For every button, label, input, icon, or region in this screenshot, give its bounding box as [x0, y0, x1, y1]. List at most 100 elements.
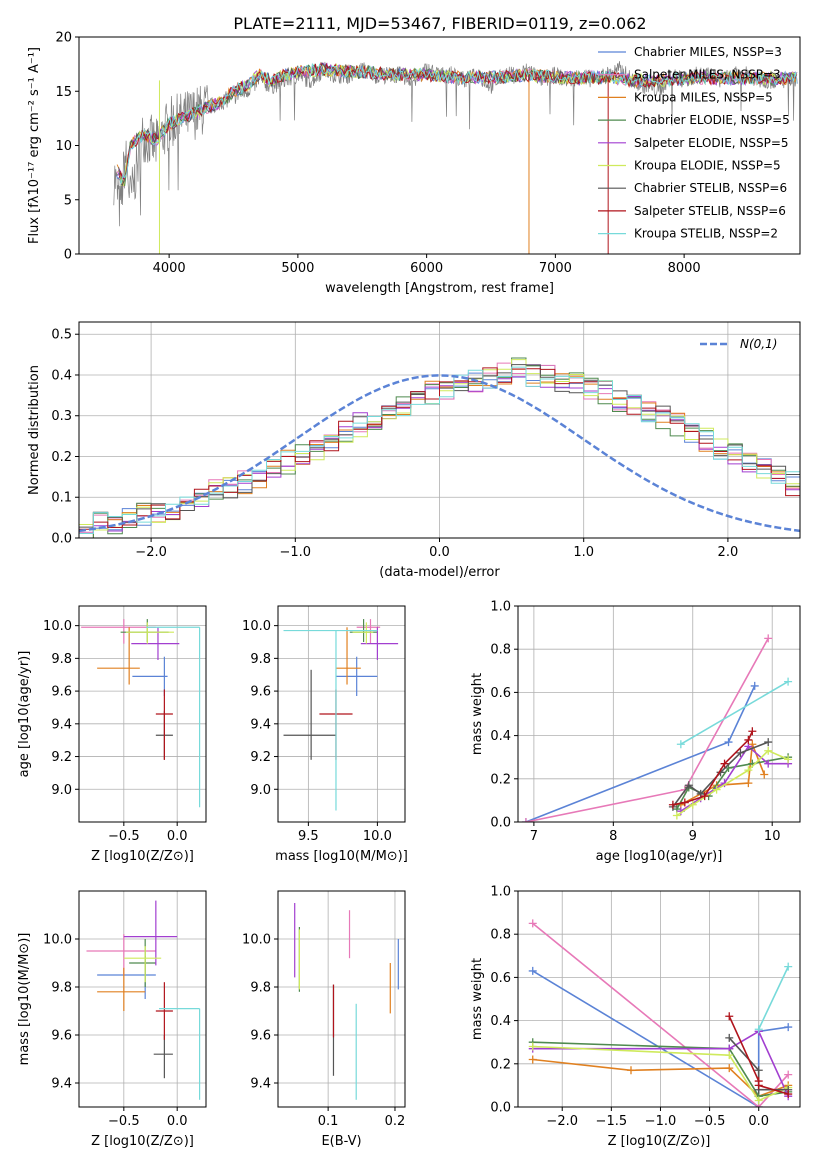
- weight-marker: [760, 770, 769, 779]
- x-tick-label: −1.5: [596, 1114, 628, 1129]
- weight-marker: [712, 785, 721, 794]
- y-tick-label: 0.6: [490, 971, 511, 986]
- x-tick-label: −0.5: [108, 829, 140, 844]
- weight-marker: [736, 748, 745, 757]
- weight-marker: [724, 738, 733, 747]
- y-tick-label: 9.2: [51, 750, 72, 765]
- weight-line-3: [676, 756, 789, 810]
- errorbar-point: [123, 946, 162, 983]
- hist-2: [79, 368, 800, 538]
- y-tick-label: 0.4: [51, 368, 72, 383]
- panel-weight_vs_age: 7 8 9 10 0.0 0.2 0.4 0.6 0.8 1.0 age [log10(age/yr…: [470, 600, 801, 864]
- errorbar-point: [146, 626, 201, 808]
- x-tick-label: 9: [689, 829, 697, 844]
- y-tick-label: 1.0: [490, 885, 511, 900]
- x-tick-label: −1.0: [645, 1114, 677, 1129]
- y-tick-label: 15: [55, 85, 72, 100]
- panel-spectrum: 4000 5000 6000 7000 8000 0 5 10 15 20 wavelength […: [27, 14, 801, 296]
- y-axis-label: mass weight: [470, 958, 485, 1040]
- y-tick-label: 0.3: [51, 409, 72, 424]
- weight-line-8: [757, 966, 789, 1030]
- y-tick-label: 0.8: [490, 928, 511, 943]
- weight-marker: [784, 1070, 793, 1079]
- panel-mass_vs_ebv: 0.1 0.2 9.4 9.6 9.8 10.0 E(B-V): [242, 890, 406, 1149]
- axes-frame: [517, 605, 801, 823]
- y-tick-label: 10: [55, 139, 72, 154]
- axes-frame: [78, 36, 801, 255]
- x-axis-label: Z [log10(Z/Z⊙)]: [91, 849, 194, 864]
- weight-marker: [754, 1081, 763, 1090]
- axes-frame: [78, 890, 207, 1108]
- y-tick-label: 0.5: [51, 328, 72, 343]
- panel-age_vs_z: −0.5 0.0 9.0 9.2 9.4 9.6 9.8 10.0 Z [log10(Z/Z⊙)…: [17, 605, 207, 864]
- weight-marker: [754, 1066, 763, 1075]
- panel-age_vs_mass: 9.5 10.0 9.0 9.2 9.4 9.6 9.8 10.0 mass [log10(M/…: [242, 605, 408, 864]
- x-tick-label: 0.0: [429, 545, 450, 560]
- hist-5: [79, 359, 800, 531]
- hist-0: [79, 365, 800, 538]
- legend-label: Chabrier ELODIE, NSSP=5: [634, 113, 790, 127]
- plot-area: [528, 919, 793, 1107]
- weight-marker: [784, 1023, 793, 1032]
- x-tick-label: −0.5: [108, 1114, 140, 1129]
- x-tick-label: 0.0: [748, 1114, 769, 1129]
- x-axis-label: Z [log10(Z/Z⊙)]: [91, 1134, 194, 1149]
- y-tick-label: 9.8: [51, 652, 72, 667]
- x-tick-label: 10.0: [363, 829, 392, 844]
- errorbar-point: [356, 619, 381, 644]
- weight-marker: [748, 727, 757, 736]
- weight-line-8: [680, 680, 789, 745]
- errorbar-point: [81, 619, 156, 644]
- x-tick-label: −1.0: [280, 545, 312, 560]
- y-tick-label: 9.4: [51, 717, 72, 732]
- y-tick-label: 0.2: [51, 450, 72, 465]
- errorbar-point: [132, 656, 168, 696]
- errorbar-point: [155, 982, 173, 1040]
- y-tick-label: 9.2: [250, 750, 271, 765]
- panel-weight_vs_z: −2.0 −1.5 −1.0 −0.5 0.0 0.0 0.2 0.4 0.6 0.8 1.0 Z […: [470, 885, 801, 1149]
- axes-frame: [517, 890, 801, 1108]
- y-tick-label: 9.6: [250, 1029, 271, 1044]
- errorbar-point: [125, 622, 174, 644]
- y-tick-label: 10.0: [43, 933, 72, 948]
- y-tick-label: 9.8: [250, 981, 271, 996]
- x-axis-label: wavelength [Angstrom, rest frame]: [325, 281, 554, 296]
- x-tick-label: 6000: [410, 261, 443, 276]
- x-tick-label: 2.0: [718, 545, 739, 560]
- legend: Chabrier MILES, NSSP=3 Salpeter MILES, NS…: [598, 45, 790, 241]
- y-tick-label: 20: [55, 31, 72, 46]
- weight-marker: [725, 1012, 734, 1021]
- errorbar-point: [123, 900, 178, 966]
- weight-marker: [676, 740, 685, 749]
- y-axis-label: age [log10(age/yr)]: [17, 651, 32, 778]
- x-axis-label: Z [log10(Z/Z⊙)]: [608, 1134, 711, 1149]
- y-tick-label: 0.0: [490, 1101, 511, 1116]
- weight-line-0: [525, 685, 756, 822]
- errorbar-point: [97, 627, 140, 685]
- weight-marker: [725, 1064, 734, 1073]
- weight-marker: [784, 677, 793, 686]
- x-tick-label: 0.0: [167, 1114, 188, 1129]
- weight-marker: [764, 759, 773, 768]
- weight-marker: [725, 1051, 734, 1060]
- errorbar-point: [120, 619, 169, 642]
- x-tick-label: 1.0: [573, 545, 594, 560]
- y-axis-label: Normed distribution: [27, 365, 42, 495]
- y-tick-label: 5: [64, 193, 72, 208]
- plot-area: [283, 619, 399, 811]
- weight-marker: [764, 634, 773, 643]
- errorbar-point: [155, 689, 173, 760]
- x-axis-label: mass [log10(M/M⊙)]: [275, 849, 408, 864]
- legend-label: Kroupa ELODIE, NSSP=5: [634, 159, 781, 173]
- x-tick-label: 0.0: [167, 829, 188, 844]
- weight-marker: [784, 962, 793, 971]
- legend-label: N(0,1): [740, 337, 777, 351]
- errorbar-point: [335, 656, 378, 696]
- y-tick-label: 9.6: [51, 685, 72, 700]
- hist-8: [79, 366, 800, 534]
- y-tick-label: 10.0: [43, 619, 72, 634]
- y-tick-label: 0.8: [490, 643, 511, 658]
- errorbar-point: [97, 967, 146, 1011]
- weight-marker: [764, 746, 773, 755]
- y-tick-label: 9.4: [250, 717, 271, 732]
